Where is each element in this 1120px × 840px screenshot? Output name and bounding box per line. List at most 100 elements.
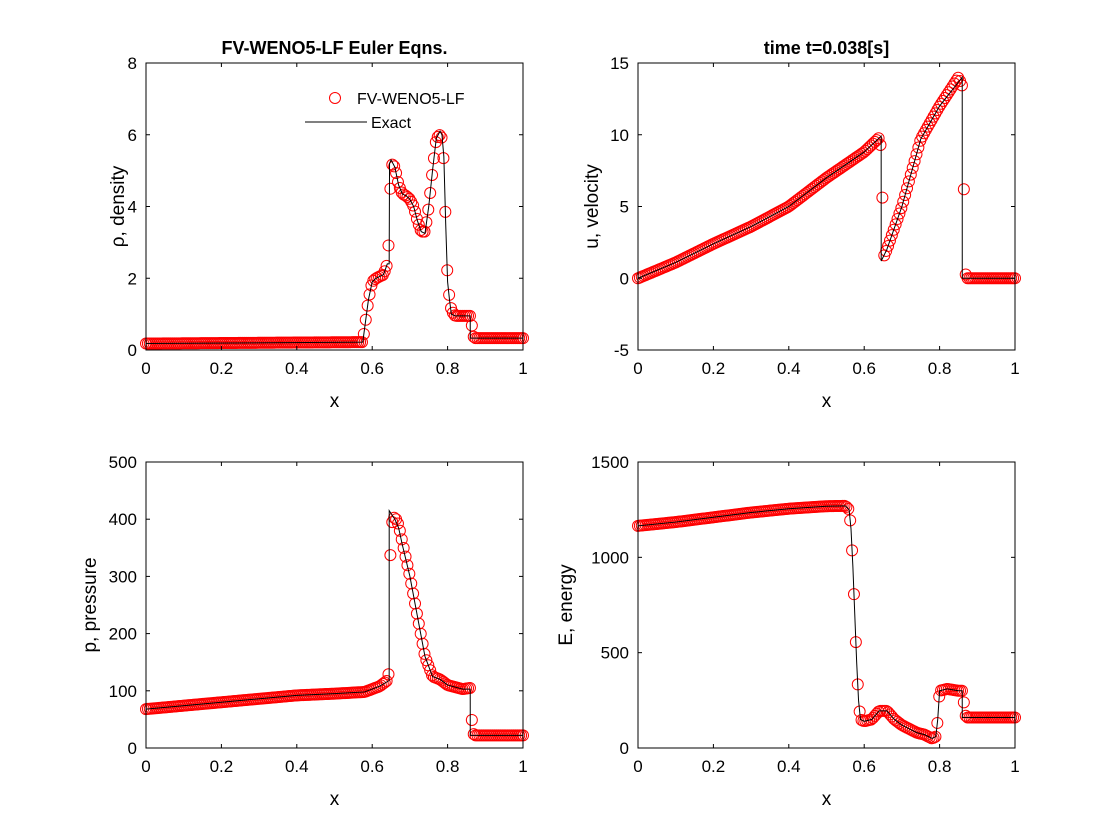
density-data-point xyxy=(424,186,437,199)
density-data-point xyxy=(357,327,370,340)
density-xtick-label: 1 xyxy=(518,359,527,378)
velocity-ytick-label: 10 xyxy=(610,126,629,145)
pressure-ticks: 0 0.2 0.4 0.6 0.8 1 0 100 200 300 400 500 xyxy=(109,453,528,776)
density-xtick-label: 0 xyxy=(141,359,150,378)
subplot-density: 0 0.2 0.4 0.6 0.8 1 0 2 4 6 8 FV-WENO5-LF Euler Eq… xyxy=(108,38,529,412)
energy-series-exact-line xyxy=(637,505,1015,740)
velocity-data-point xyxy=(916,130,929,143)
velocity-data-point xyxy=(933,100,946,113)
velocity-xtick-label: 1 xyxy=(1010,359,1019,378)
velocity-data-point xyxy=(923,117,936,130)
density-title: FV-WENO5-LF Euler Eqns. xyxy=(221,38,447,58)
velocity-data-point xyxy=(899,188,912,201)
density-data-point xyxy=(384,182,397,195)
energy-axes-frame xyxy=(637,461,1016,749)
pressure-data-point xyxy=(410,607,423,620)
velocity-ytick-label: -5 xyxy=(614,341,629,360)
velocity-data-point xyxy=(919,123,932,136)
energy-xtick-label: 0.2 xyxy=(702,757,726,776)
velocity-axes-frame xyxy=(637,62,1016,351)
velocity-data-point xyxy=(882,239,895,252)
pressure-data-point xyxy=(414,627,427,640)
velocity-ytick-label: 5 xyxy=(620,198,629,217)
pressure-ytick-label: 400 xyxy=(109,510,137,529)
velocity-data-point xyxy=(931,104,944,117)
pressure-data-point xyxy=(407,587,420,600)
velocity-xtick-label: 0.4 xyxy=(777,359,801,378)
energy-data-point xyxy=(927,731,940,744)
pressure-data-point xyxy=(424,664,437,677)
density-data-point xyxy=(435,131,448,144)
density-ticks: 0 0.2 0.4 0.6 0.8 1 0 2 4 6 8 xyxy=(128,54,528,378)
energy-data-point xyxy=(893,717,906,730)
pressure-xtick-label: 0.8 xyxy=(436,757,460,776)
velocity-data-point xyxy=(874,139,887,151)
pressure-xlabel: x xyxy=(330,789,340,810)
velocity-data-point xyxy=(910,148,923,161)
energy-ytick-label: 500 xyxy=(601,644,629,663)
pressure-xtick-label: 0.2 xyxy=(210,757,234,776)
velocity-xtick-label: 0.2 xyxy=(702,359,726,378)
density-data-point xyxy=(426,168,439,181)
density-data-point xyxy=(427,152,440,165)
velocity-data-point xyxy=(929,107,942,120)
energy-xtick-label: 0.4 xyxy=(777,757,801,776)
legend-marker-fv-weno5-lf xyxy=(329,92,341,104)
velocity-data-point xyxy=(906,161,919,174)
velocity-data-point xyxy=(912,141,925,154)
energy-data-point xyxy=(842,502,855,515)
pressure-data-point xyxy=(409,597,422,610)
density-data-point xyxy=(409,205,422,218)
legend-label-exact: Exact xyxy=(371,115,412,132)
density-data-point xyxy=(386,158,399,171)
velocity-data-point xyxy=(940,89,953,102)
velocity-xtick-label: 0.6 xyxy=(852,359,876,378)
velocity-data-point xyxy=(918,127,931,140)
velocity-series-fv-weno5-lf xyxy=(632,71,1021,285)
velocity-data-point xyxy=(944,83,957,96)
pressure-xtick-label: 0.6 xyxy=(360,757,384,776)
pressure-data-point xyxy=(405,577,418,590)
energy-data-point xyxy=(931,716,944,729)
density-ytick-label: 8 xyxy=(128,54,137,73)
energy-xtick-label: 0.8 xyxy=(928,757,952,776)
velocity-data-point xyxy=(887,223,900,236)
density-data-point xyxy=(407,199,420,212)
density-data-point xyxy=(374,269,387,282)
pressure-ytick-label: 200 xyxy=(109,625,137,644)
density-xtick-label: 0.6 xyxy=(360,359,384,378)
density-xtick-label: 0.2 xyxy=(210,359,234,378)
velocity-series-exact-line xyxy=(637,75,1015,279)
velocity-xtick-label: 0 xyxy=(633,359,642,378)
pressure-xtick-label: 1 xyxy=(518,757,527,776)
density-data-point xyxy=(391,176,404,188)
energy-ytick-label: 1500 xyxy=(591,453,629,472)
pressure-ylabel: p, pressure xyxy=(80,557,101,652)
density-series-exact-line xyxy=(145,130,523,345)
energy-xtick-label: 1 xyxy=(1010,757,1019,776)
density-data-point xyxy=(431,130,444,143)
velocity-data-point xyxy=(908,155,921,168)
pressure-data-point xyxy=(382,668,395,681)
velocity-title: time t=0.038[s] xyxy=(764,38,890,58)
velocity-data-point xyxy=(880,245,893,258)
density-data-point xyxy=(403,192,416,205)
density-data-point xyxy=(418,225,431,238)
pressure-data-point xyxy=(376,677,389,690)
density-legend: FV-WENO5-LF Exact xyxy=(305,91,465,132)
density-xtick-label: 0.8 xyxy=(436,359,460,378)
density-axes-frame xyxy=(145,62,524,351)
pressure-ytick-label: 500 xyxy=(109,453,137,472)
velocity-data-point xyxy=(883,234,896,247)
pressure-data-point xyxy=(399,550,412,563)
energy-data-point xyxy=(957,696,970,709)
velocity-data-point xyxy=(889,218,902,231)
energy-ytick-label: 0 xyxy=(620,739,629,758)
pressure-data-point xyxy=(416,637,429,650)
density-data-point xyxy=(422,203,435,216)
density-ytick-label: 2 xyxy=(128,269,137,288)
pressure-xtick-label: 0 xyxy=(141,757,150,776)
velocity-data-point xyxy=(868,135,881,148)
velocity-data-point xyxy=(938,91,951,104)
